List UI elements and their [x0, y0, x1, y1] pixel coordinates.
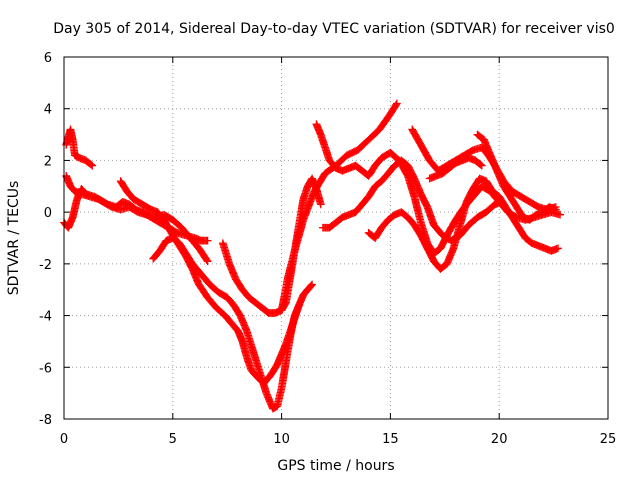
x-tick-label: 25: [600, 432, 617, 447]
y-tick-label: 2: [44, 154, 52, 169]
data-point: [203, 257, 212, 266]
y-tick-label: 6: [44, 51, 52, 66]
data-point: [88, 161, 97, 170]
data-point: [308, 280, 316, 289]
data-point: [477, 161, 486, 170]
data-point: [392, 100, 400, 109]
data-point: [556, 210, 564, 219]
data-point: [393, 99, 401, 108]
x-tick-label: 20: [491, 432, 508, 447]
data-point: [316, 200, 325, 209]
data-point: [202, 256, 211, 264]
series-track-7: [277, 99, 401, 315]
data-point: [203, 236, 212, 245]
y-tick-label: -6: [39, 361, 52, 376]
data-point: [476, 160, 485, 169]
chart-title: Day 305 of 2014, Sidereal Day-to-day VTE…: [53, 21, 615, 37]
series-track-1: [62, 125, 97, 170]
data-series: [60, 99, 564, 413]
series-track-13: [425, 153, 486, 183]
plot-frame: [63, 56, 609, 420]
x-tick-label: 15: [382, 432, 399, 447]
data-point: [295, 301, 303, 310]
y-tick-label: 4: [44, 103, 52, 118]
x-tick-label: 10: [273, 432, 290, 447]
series-track-12: [473, 130, 560, 224]
series-track-9: [319, 156, 506, 245]
data-point: [307, 281, 316, 290]
x-tick-label: 0: [60, 432, 68, 447]
axis-ticks: 0 5 10 15 20 25 -8 -6 -4 -2 0 2 4 6: [39, 51, 616, 447]
y-tick-label: -8: [39, 413, 52, 428]
y-tick-label: -4: [39, 310, 52, 325]
series-track-5: [149, 234, 303, 413]
y-tick-label: -2: [39, 258, 52, 273]
y-axis-label: SDTVAR / TECUs: [6, 181, 22, 296]
x-axis-label: GPS time / hours: [277, 458, 394, 474]
data-point: [554, 244, 562, 253]
y-tick-label: 0: [44, 206, 52, 221]
x-tick-label: 5: [169, 432, 177, 447]
series-track-10: [364, 174, 562, 273]
grid: [64, 57, 608, 419]
data-point: [87, 160, 96, 169]
data-point: [551, 205, 560, 214]
